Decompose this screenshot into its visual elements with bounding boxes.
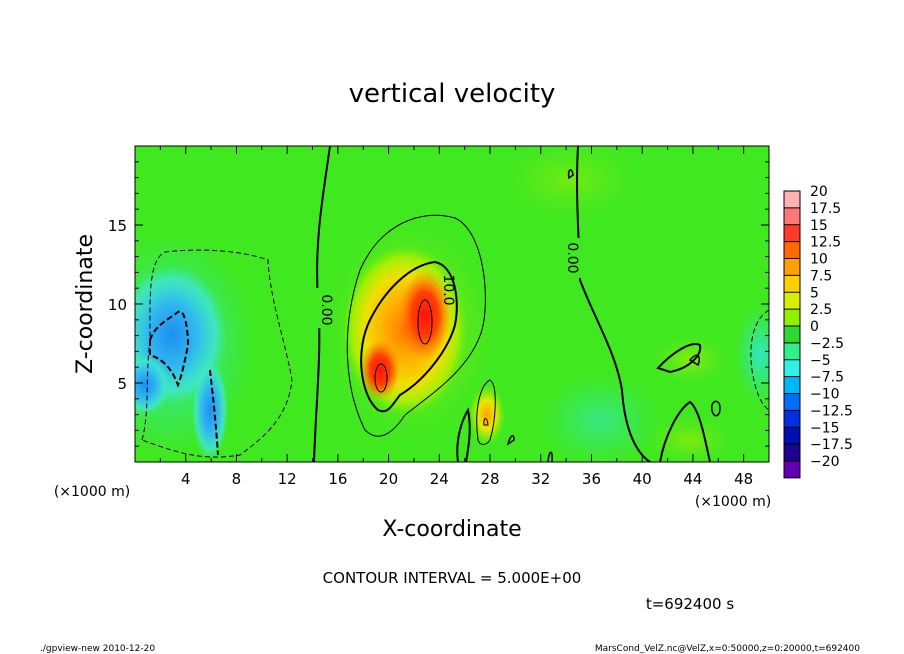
- x-tick-label: 24: [430, 470, 449, 488]
- colorbar-label: 7.5: [810, 268, 832, 284]
- small-updraft: [469, 385, 505, 445]
- colorbar-swatch: [784, 410, 800, 428]
- colorbar-label: 2.5: [810, 302, 832, 318]
- contour-5: [346, 214, 486, 437]
- colorbar-swatch: [784, 292, 800, 310]
- downdraft-plume: [192, 360, 228, 460]
- colorbar-label: −5: [810, 353, 831, 369]
- x-tick-label: 36: [582, 470, 601, 488]
- colorbar-label: −20: [810, 454, 840, 470]
- x-tick-label: 8: [232, 470, 242, 488]
- colorbar-swatch: [784, 342, 800, 360]
- contour-label-bg-right: [563, 238, 585, 278]
- contour-label-zero-left: 0.00: [318, 294, 334, 325]
- footer-right: MarsCond_VelZ.nc@VelZ,x=0:50000,z=0:2000…: [595, 644, 860, 654]
- zero-contour-tiny: [506, 434, 515, 446]
- colorbar-label: 20: [810, 184, 828, 200]
- colorbar-label: −2.5: [810, 336, 844, 352]
- colorbar-swatch: [784, 427, 800, 445]
- colorbar-label: −17.5: [810, 437, 853, 453]
- colorbar-swatch: [784, 326, 800, 343]
- contour-10: [360, 260, 458, 413]
- weak-updraft-low: [645, 415, 735, 462]
- x-axis-label: X-coordinate: [382, 517, 521, 542]
- zero-contour-blob-a: [656, 343, 702, 374]
- contour-neg5-right: [750, 309, 769, 411]
- x-tick-label: 16: [328, 470, 347, 488]
- colorbar-label: 0: [810, 319, 819, 335]
- colorbar-label: −15: [810, 420, 840, 436]
- zero-contour-blob-f: [567, 169, 574, 180]
- chart-title: vertical velocity: [349, 79, 556, 109]
- colorbar-label: −12.5: [810, 403, 853, 419]
- x-tick-label: 12: [278, 470, 297, 488]
- contour-15a: [417, 299, 433, 345]
- colorbar-swatch: [784, 258, 800, 276]
- y-axis-label: Z-coordinate: [73, 234, 98, 374]
- colorbar-label: 17.5: [810, 201, 841, 217]
- contour-label-ten: 10.0: [440, 274, 456, 305]
- colorbar-swatch: [784, 444, 800, 461]
- x-unit-label-right: (×1000 m): [695, 494, 771, 510]
- x-tick-label: 48: [734, 470, 753, 488]
- y-tick-label: 5: [117, 375, 127, 393]
- weak-updraft-top: [500, 146, 640, 220]
- updraft-core-b: [360, 340, 400, 400]
- downdraft-edge: [135, 355, 170, 415]
- colorbar-swatch: [784, 224, 800, 242]
- zero-contour-blob-c: [711, 400, 721, 417]
- colorbar-swatch: [784, 207, 800, 225]
- contour-neg10-plume: [209, 369, 219, 456]
- zero-contour-right: [576, 146, 651, 462]
- colorbar-label: 15: [810, 218, 828, 234]
- colorbar-swatch: [784, 393, 800, 411]
- contour-small-inner: [483, 418, 489, 426]
- x-tick-label: 44: [683, 470, 702, 488]
- zero-contour-small: [456, 407, 471, 462]
- x-axis: 4 8 12 16 20 24 28 32 36 40 44 48: [159, 146, 753, 488]
- colorbar-swatch: [784, 241, 800, 259]
- colorbar-label: 10: [810, 252, 828, 268]
- heatmap-field: 0.00 10.0 0.00: [135, 146, 769, 462]
- colorbar-swatch: [784, 376, 800, 394]
- updraft-core-a: [399, 270, 451, 360]
- x-tick-label: 40: [633, 470, 652, 488]
- x-tick-label: 4: [181, 470, 191, 488]
- colorbar-swatch: [784, 359, 800, 377]
- colorbar-label: −10: [810, 387, 840, 403]
- weak-downdraft: [540, 375, 660, 462]
- contour-15b: [374, 363, 388, 393]
- colorbar-label: 5: [810, 285, 819, 301]
- zero-contour-blob-b: [688, 354, 701, 367]
- x-tick-label: 28: [480, 470, 499, 488]
- y-tick-label: 10: [108, 296, 127, 314]
- x-unit-label-left: (×1000 m): [54, 484, 130, 500]
- contour-label-bg-left: [306, 288, 328, 328]
- x-tick-label: 20: [379, 470, 398, 488]
- colorbar: 2017.51512.5107.552.50−2.5−5−7.5−10−12.5…: [783, 184, 853, 479]
- colorbar-swatch: [784, 275, 800, 293]
- y-tick-label: 15: [108, 217, 127, 235]
- colorbar-label: −7.5: [810, 370, 844, 386]
- colorbar-swatch: [784, 309, 800, 326]
- contour-neg10: [149, 310, 190, 388]
- colorbar-swatch: [784, 461, 800, 478]
- y-axis: 5 10 15: [108, 161, 769, 447]
- colorbar-swatch: [784, 191, 800, 208]
- contour-label-zero-right: 0.00: [564, 242, 580, 273]
- time-label: t=692400 s: [646, 595, 734, 613]
- contour-5-small: [476, 379, 496, 445]
- zero-contour-blob-d: [659, 400, 711, 462]
- zero-contour-blob-e: [547, 451, 553, 462]
- downdraft-right-edge: [735, 305, 769, 405]
- x-tick-label: 32: [531, 470, 550, 488]
- colorbar-label: 12.5: [810, 235, 841, 251]
- footer-left: ./gpview-new 2010-12-20: [40, 644, 155, 654]
- contour-interval-text: CONTOUR INTERVAL = 5.000E+00: [323, 569, 582, 587]
